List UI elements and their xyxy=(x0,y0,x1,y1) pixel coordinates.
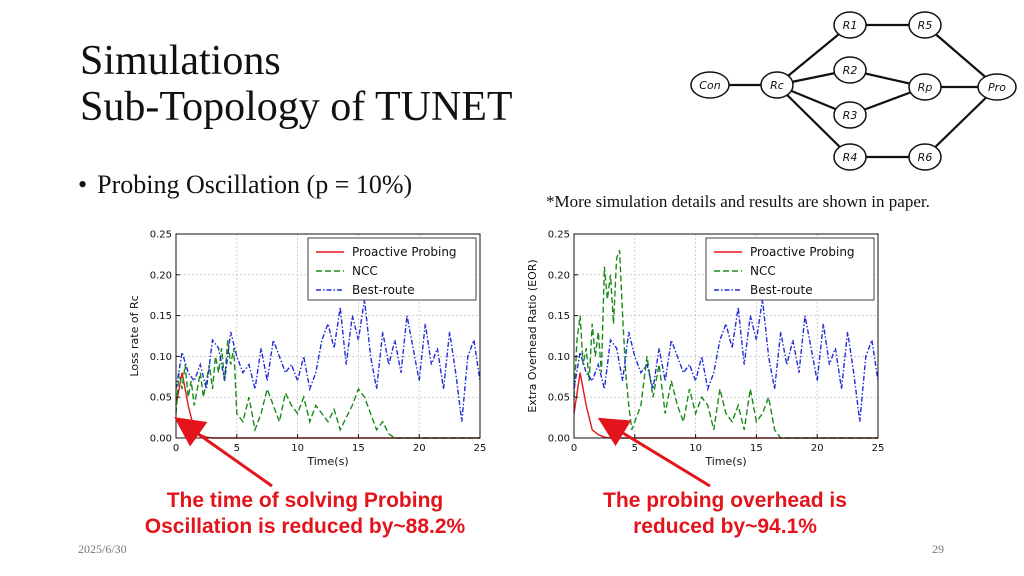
chart-legend: Proactive Probing NCC Best-route xyxy=(307,237,477,301)
legend-label-2: Best-route xyxy=(352,283,415,297)
x-axis-label: Time(s) xyxy=(306,455,348,468)
y-tick-label: 0.10 xyxy=(150,352,172,363)
caption-right-line-2: reduced by~94.1% xyxy=(633,515,817,538)
topology-node-label: R5 xyxy=(918,19,933,32)
series-line-1 xyxy=(573,250,878,439)
overhead-ratio-chart: 0 5 10 15 20 25 0.00 0.05 0.10 0.15 0.20 0.25 Time(s… xyxy=(526,230,885,469)
topology-node-r1: R1 xyxy=(833,11,867,39)
topology-node-rc: Rc xyxy=(760,71,794,99)
y-tick-label: 0.20 xyxy=(548,270,570,281)
topology-node-label: R6 xyxy=(918,151,933,164)
topology-node-label: R1 xyxy=(843,19,858,32)
x-tick-label: 15 xyxy=(750,443,763,454)
slide-title: Simulations Sub-Topology of TUNET xyxy=(80,38,513,130)
topology-edge-rc-r1 xyxy=(776,24,851,86)
x-tick-label: 15 xyxy=(352,443,365,454)
left-arrow xyxy=(174,417,273,488)
y-tick-label: 0.05 xyxy=(548,393,570,404)
topology-node-label: R4 xyxy=(843,151,858,164)
series-line-2 xyxy=(175,299,481,422)
slide-date: 2025/6/30 xyxy=(78,542,127,556)
x-tick-label: 10 xyxy=(689,443,702,454)
legend-label-0: Proactive Probing xyxy=(750,245,855,259)
paper-note: *More simulation details and results are… xyxy=(546,192,930,211)
legend-label-0: Proactive Probing xyxy=(352,245,457,259)
x-tick-label: 5 xyxy=(632,443,638,454)
y-tick-label: 0.15 xyxy=(150,311,172,322)
x-tick-label: 20 xyxy=(413,443,426,454)
caption-left-line-2: Oscillation is reduced by~88.2% xyxy=(144,515,466,538)
topology-edge-r6-pro xyxy=(924,86,998,158)
y-axis-label: Extra Overhead Ratio (EOR) xyxy=(526,259,539,412)
plot-frame xyxy=(573,233,879,439)
y-tick-label: 0.15 xyxy=(548,311,570,322)
x-axis-label: Time(s) xyxy=(704,455,746,468)
topology-node-r5: R5 xyxy=(908,11,942,39)
topology-node-r3: R3 xyxy=(833,101,867,129)
y-tick-label: 0.25 xyxy=(150,230,172,241)
topology-node-r2: R2 xyxy=(833,56,867,84)
topology-node-r4: R4 xyxy=(833,143,867,171)
x-tick-label: 0 xyxy=(173,443,179,454)
x-tick-label: 10 xyxy=(291,443,304,454)
y-tick-label: 0.05 xyxy=(150,393,172,404)
series-line-2 xyxy=(573,299,879,422)
title-line-1: Simulations xyxy=(80,38,281,84)
x-tick-label: 25 xyxy=(872,443,885,454)
topology-diagram: Con Rc R1 R2 R3 R4 R5 R6 Rp Pro xyxy=(690,11,1017,171)
x-tick-label: 20 xyxy=(811,443,824,454)
series-line-1 xyxy=(175,340,480,439)
y-tick-label: 0.00 xyxy=(150,434,172,445)
topology-node-pro: Pro xyxy=(977,73,1017,101)
bullet-point: • Probing Oscillation (p = 10%) xyxy=(78,170,412,200)
legend-label-2: Best-route xyxy=(750,283,813,297)
y-tick-label: 0.20 xyxy=(150,270,172,281)
caption-right-line-1: The probing overhead is xyxy=(603,489,847,512)
bullet-text: Probing Oscillation (p = 10%) xyxy=(97,170,413,199)
x-tick-label: 5 xyxy=(234,443,240,454)
page-number: 29 xyxy=(932,542,944,556)
y-axis-label: Loss rate of Rc xyxy=(128,295,141,376)
topology-node-rp: Rp xyxy=(908,73,942,101)
legend-box xyxy=(705,237,875,301)
bullet-dot-icon: • xyxy=(78,170,88,199)
x-tick-label: 0 xyxy=(571,443,577,454)
chart-legend: Proactive Probing NCC Best-route xyxy=(705,237,875,301)
topology-node-label: Pro xyxy=(988,81,1006,94)
y-tick-label: 0.00 xyxy=(548,434,570,445)
topology-node-label: Con xyxy=(699,79,720,92)
topology-node-con: Con xyxy=(690,71,730,99)
topology-edge-rc-r4 xyxy=(776,84,851,158)
loss-rate-chart: 0 5 10 15 20 25 0.00 0.05 0.10 0.15 0.20 0.25 Time(s… xyxy=(128,230,487,469)
topology-node-label: Rp xyxy=(918,81,933,94)
legend-label-1: NCC xyxy=(352,264,378,278)
topology-node-label: R2 xyxy=(843,64,858,77)
x-tick-label: 25 xyxy=(474,443,487,454)
legend-label-1: NCC xyxy=(750,264,776,278)
topology-nodes: Con Rc R1 R2 R3 R4 R5 R6 Rp Pro xyxy=(690,11,1017,171)
topology-node-label: R3 xyxy=(843,109,858,122)
legend-box xyxy=(307,237,477,301)
caption-left-line-1: The time of solving Probing xyxy=(166,489,444,512)
right-arrow xyxy=(597,417,711,488)
y-tick-label: 0.25 xyxy=(548,230,570,241)
caption-right: The probing overhead is reduced by~94.1% xyxy=(570,488,880,540)
caption-left: The time of solving Probing Oscillation … xyxy=(120,488,490,540)
topology-node-r6: R6 xyxy=(908,143,942,171)
topology-node-label: Rc xyxy=(770,79,784,92)
y-tick-label: 0.10 xyxy=(548,352,570,363)
plot-frame xyxy=(175,233,481,439)
title-line-2: Sub-Topology of TUNET xyxy=(80,84,513,130)
